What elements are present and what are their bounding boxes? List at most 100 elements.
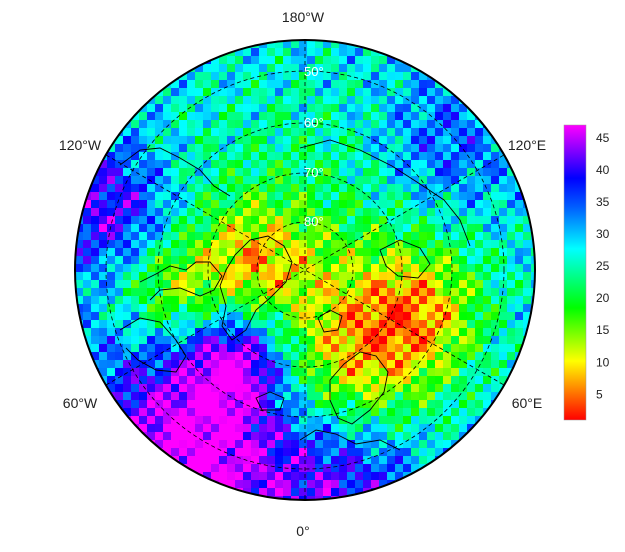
raster-cell bbox=[339, 400, 348, 409]
raster-cell bbox=[147, 256, 156, 265]
raster-cell bbox=[235, 144, 244, 153]
raster-cell bbox=[227, 328, 236, 337]
raster-cell bbox=[459, 256, 468, 265]
raster-cell bbox=[411, 368, 420, 377]
raster-cell bbox=[115, 120, 124, 129]
raster-cell bbox=[131, 336, 140, 345]
raster-cell bbox=[323, 40, 332, 49]
raster-cell bbox=[251, 288, 260, 297]
raster-cell bbox=[227, 152, 236, 161]
raster-cell bbox=[195, 328, 204, 337]
raster-cell bbox=[459, 312, 468, 321]
raster-cell bbox=[219, 72, 228, 81]
raster-cell bbox=[203, 168, 212, 177]
raster-cell bbox=[307, 144, 316, 153]
raster-cell bbox=[331, 160, 340, 169]
raster-cell bbox=[171, 136, 180, 145]
raster-cell bbox=[107, 224, 116, 233]
raster-cell bbox=[443, 392, 452, 401]
raster-cell bbox=[307, 344, 316, 353]
raster-cell bbox=[323, 184, 332, 193]
raster-cell bbox=[339, 296, 348, 305]
raster-cell bbox=[363, 112, 372, 121]
raster-cell bbox=[211, 408, 220, 417]
raster-cell bbox=[187, 96, 196, 105]
raster-cell bbox=[275, 456, 284, 465]
raster-cell bbox=[491, 344, 500, 353]
raster-cell bbox=[467, 352, 476, 361]
raster-cell bbox=[163, 160, 172, 169]
raster-cell bbox=[403, 224, 412, 233]
raster-cell bbox=[155, 80, 164, 89]
raster-cell bbox=[323, 304, 332, 313]
raster-cell bbox=[283, 496, 292, 500]
raster-cell bbox=[283, 360, 292, 369]
raster-cell bbox=[435, 144, 444, 153]
raster-cell bbox=[451, 320, 460, 329]
raster-cell bbox=[483, 352, 492, 361]
raster-cell bbox=[187, 112, 196, 121]
raster-cell bbox=[195, 368, 204, 377]
raster-cell bbox=[339, 464, 348, 473]
raster-cell bbox=[211, 80, 220, 89]
raster-cell bbox=[179, 256, 188, 265]
raster-cell bbox=[195, 96, 204, 105]
raster-cell bbox=[395, 384, 404, 393]
raster-cell bbox=[171, 384, 180, 393]
raster-cell bbox=[387, 96, 396, 105]
raster-cell bbox=[179, 352, 188, 361]
raster-cell bbox=[403, 248, 412, 257]
raster-cell bbox=[427, 288, 436, 297]
raster-cell bbox=[203, 240, 212, 249]
raster-cell bbox=[179, 232, 188, 241]
raster-cell bbox=[131, 360, 140, 369]
raster-cell bbox=[267, 472, 276, 481]
raster-cell bbox=[131, 200, 140, 209]
raster-cell bbox=[379, 488, 388, 497]
raster-cell bbox=[499, 184, 508, 193]
raster-cell bbox=[275, 464, 284, 473]
raster-cell bbox=[371, 80, 380, 89]
raster-cell bbox=[155, 176, 164, 185]
raster-cell bbox=[435, 192, 444, 201]
raster-cell bbox=[291, 272, 300, 281]
raster-cell bbox=[291, 320, 300, 329]
raster-cell bbox=[467, 184, 476, 193]
raster-cell bbox=[427, 80, 436, 89]
raster-cell bbox=[443, 192, 452, 201]
raster-cell bbox=[259, 56, 268, 65]
raster-cell bbox=[155, 320, 164, 329]
raster-cell bbox=[483, 336, 492, 345]
raster-cell bbox=[155, 232, 164, 241]
raster-cell bbox=[411, 416, 420, 425]
raster-cell bbox=[203, 384, 212, 393]
raster-cell bbox=[387, 336, 396, 345]
raster-cell bbox=[355, 248, 364, 257]
raster-cell bbox=[451, 112, 460, 121]
raster-cell bbox=[323, 208, 332, 217]
raster-cell bbox=[523, 240, 532, 249]
raster-cell bbox=[363, 120, 372, 129]
raster-cell bbox=[115, 320, 124, 329]
raster-cell bbox=[187, 328, 196, 337]
raster-cell bbox=[411, 288, 420, 297]
raster-cell bbox=[507, 264, 516, 273]
raster-cell bbox=[467, 248, 476, 257]
raster-cell bbox=[403, 384, 412, 393]
raster-cell bbox=[411, 200, 420, 209]
raster-cell bbox=[107, 208, 116, 217]
raster-cell bbox=[291, 400, 300, 409]
raster-cell bbox=[251, 88, 260, 97]
raster-cell bbox=[427, 328, 436, 337]
raster-cell bbox=[267, 392, 276, 401]
raster-cell bbox=[203, 312, 212, 321]
raster-cell bbox=[123, 408, 132, 417]
raster-cell bbox=[259, 384, 268, 393]
raster-cell bbox=[203, 160, 212, 169]
raster-cell bbox=[147, 392, 156, 401]
raster-cell bbox=[107, 192, 116, 201]
raster-cell bbox=[323, 168, 332, 177]
raster-cell bbox=[339, 320, 348, 329]
parallel-60 bbox=[157, 122, 453, 418]
